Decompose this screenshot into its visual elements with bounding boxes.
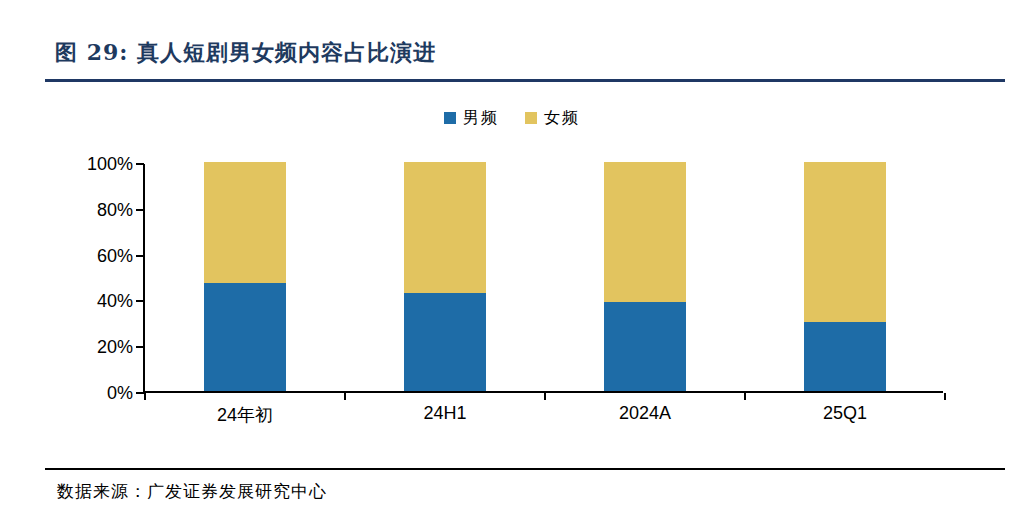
- plot-area: 0%20%40%60%80%100%24年初24H12024A25Q1: [143, 164, 943, 393]
- stacked-bar-24H1: [404, 162, 486, 391]
- x-axis-tick: [744, 393, 746, 400]
- x-axis-label: 24H1: [365, 403, 525, 424]
- y-axis-label: 100%: [73, 154, 133, 174]
- bar-segment-女频: [804, 162, 886, 322]
- bar-segment-男频: [404, 293, 486, 391]
- x-axis-tick: [144, 393, 146, 400]
- figure-title: 图 29: 真人短剧男女频内容占比演进: [55, 38, 436, 68]
- y-axis-tick: [136, 209, 144, 211]
- y-axis-label: 20%: [73, 337, 133, 357]
- y-axis-tick: [136, 255, 144, 257]
- x-axis-tick: [344, 393, 346, 400]
- x-axis-label: 2024A: [565, 403, 725, 424]
- x-axis-label: 24年初: [165, 403, 325, 427]
- bar-segment-男频: [204, 283, 286, 391]
- legend-swatch-female-icon: [525, 112, 537, 124]
- legend-label-female: 女频: [544, 108, 580, 129]
- x-axis-tick: [944, 393, 946, 400]
- report-figure-page: 图 29: 真人短剧男女频内容占比演进 男频 女频 0%20%40%60%80%…: [0, 0, 1024, 524]
- chart-legend: 男频 女频: [0, 108, 1024, 128]
- footer-rule: [45, 468, 1005, 470]
- y-axis-tick: [136, 300, 144, 302]
- legend-swatch-male-icon: [444, 112, 456, 124]
- y-axis-label: 0%: [73, 383, 133, 403]
- y-axis-tick: [136, 163, 144, 165]
- y-axis-tick: [136, 346, 144, 348]
- title-underline: [45, 79, 1005, 82]
- bar-segment-女频: [404, 162, 486, 293]
- y-axis-label: 60%: [73, 246, 133, 266]
- x-axis-label: 25Q1: [765, 403, 925, 424]
- bar-segment-女频: [204, 162, 286, 283]
- y-axis-tick: [136, 392, 144, 394]
- y-axis-label: 40%: [73, 291, 133, 311]
- legend-item-male: 男频: [444, 108, 499, 129]
- bar-segment-女频: [604, 162, 686, 302]
- y-axis-label: 80%: [73, 200, 133, 220]
- bar-segment-男频: [604, 302, 686, 391]
- x-axis-tick: [544, 393, 546, 400]
- bar-segment-男频: [804, 322, 886, 391]
- stacked-bar-24年初: [204, 162, 286, 391]
- stacked-bar-25Q1: [804, 162, 886, 391]
- data-source-text: 数据来源：广发证券发展研究中心: [57, 480, 327, 503]
- legend-label-male: 男频: [463, 108, 499, 129]
- stacked-bar-2024A: [604, 162, 686, 391]
- legend-item-female: 女频: [525, 108, 580, 129]
